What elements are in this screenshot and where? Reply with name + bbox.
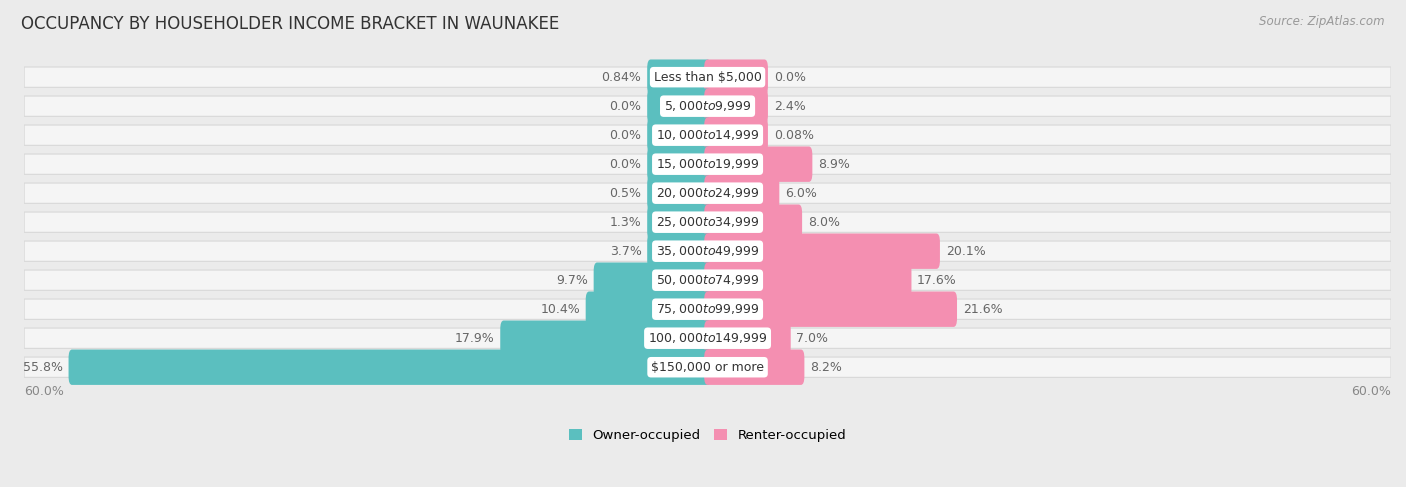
FancyBboxPatch shape xyxy=(647,205,711,240)
Text: 8.2%: 8.2% xyxy=(810,361,842,374)
Text: 55.8%: 55.8% xyxy=(22,361,63,374)
Text: $35,000 to $49,999: $35,000 to $49,999 xyxy=(655,244,759,258)
FancyBboxPatch shape xyxy=(704,262,911,298)
Text: 2.4%: 2.4% xyxy=(773,100,806,112)
FancyBboxPatch shape xyxy=(24,241,1391,262)
Text: 60.0%: 60.0% xyxy=(24,385,65,398)
Text: $75,000 to $99,999: $75,000 to $99,999 xyxy=(655,302,759,316)
FancyBboxPatch shape xyxy=(704,320,790,356)
Text: 9.7%: 9.7% xyxy=(557,274,588,287)
Text: $100,000 to $149,999: $100,000 to $149,999 xyxy=(648,331,768,345)
FancyBboxPatch shape xyxy=(24,328,1391,348)
Text: $150,000 or more: $150,000 or more xyxy=(651,361,763,374)
FancyBboxPatch shape xyxy=(24,154,1391,174)
Text: 20.1%: 20.1% xyxy=(946,244,986,258)
FancyBboxPatch shape xyxy=(704,175,779,211)
Text: 10.4%: 10.4% xyxy=(540,303,581,316)
FancyBboxPatch shape xyxy=(24,125,1391,145)
Text: 0.5%: 0.5% xyxy=(609,187,641,200)
FancyBboxPatch shape xyxy=(647,59,711,95)
Text: 3.7%: 3.7% xyxy=(610,244,641,258)
FancyBboxPatch shape xyxy=(704,205,801,240)
Text: 21.6%: 21.6% xyxy=(963,303,1002,316)
Text: 1.3%: 1.3% xyxy=(610,216,641,229)
Text: 8.0%: 8.0% xyxy=(808,216,839,229)
Text: $20,000 to $24,999: $20,000 to $24,999 xyxy=(655,186,759,200)
Text: $25,000 to $34,999: $25,000 to $34,999 xyxy=(655,215,759,229)
Text: 17.9%: 17.9% xyxy=(454,332,495,345)
Text: 7.0%: 7.0% xyxy=(796,332,828,345)
Text: $15,000 to $19,999: $15,000 to $19,999 xyxy=(655,157,759,171)
Text: 0.0%: 0.0% xyxy=(773,71,806,84)
FancyBboxPatch shape xyxy=(24,357,1391,377)
FancyBboxPatch shape xyxy=(24,212,1391,232)
Text: 60.0%: 60.0% xyxy=(1351,385,1391,398)
FancyBboxPatch shape xyxy=(24,299,1391,319)
FancyBboxPatch shape xyxy=(24,183,1391,204)
FancyBboxPatch shape xyxy=(586,292,711,327)
Text: Source: ZipAtlas.com: Source: ZipAtlas.com xyxy=(1260,15,1385,28)
Text: 6.0%: 6.0% xyxy=(785,187,817,200)
Text: $5,000 to $9,999: $5,000 to $9,999 xyxy=(664,99,751,113)
FancyBboxPatch shape xyxy=(704,233,941,269)
Text: 0.84%: 0.84% xyxy=(602,71,641,84)
Text: 17.6%: 17.6% xyxy=(917,274,957,287)
FancyBboxPatch shape xyxy=(704,350,804,385)
FancyBboxPatch shape xyxy=(647,89,711,124)
FancyBboxPatch shape xyxy=(704,89,768,124)
FancyBboxPatch shape xyxy=(647,147,711,182)
FancyBboxPatch shape xyxy=(647,117,711,153)
FancyBboxPatch shape xyxy=(24,96,1391,116)
FancyBboxPatch shape xyxy=(647,175,711,211)
FancyBboxPatch shape xyxy=(647,233,711,269)
FancyBboxPatch shape xyxy=(704,292,957,327)
Text: $10,000 to $14,999: $10,000 to $14,999 xyxy=(655,128,759,142)
FancyBboxPatch shape xyxy=(704,147,813,182)
FancyBboxPatch shape xyxy=(704,117,768,153)
FancyBboxPatch shape xyxy=(24,270,1391,290)
FancyBboxPatch shape xyxy=(69,350,711,385)
Text: 0.0%: 0.0% xyxy=(609,129,641,142)
FancyBboxPatch shape xyxy=(593,262,711,298)
Text: 0.0%: 0.0% xyxy=(609,158,641,170)
Text: $50,000 to $74,999: $50,000 to $74,999 xyxy=(655,273,759,287)
FancyBboxPatch shape xyxy=(704,59,768,95)
Text: OCCUPANCY BY HOUSEHOLDER INCOME BRACKET IN WAUNAKEE: OCCUPANCY BY HOUSEHOLDER INCOME BRACKET … xyxy=(21,15,560,33)
Text: 8.9%: 8.9% xyxy=(818,158,851,170)
Text: 0.08%: 0.08% xyxy=(773,129,814,142)
FancyBboxPatch shape xyxy=(501,320,711,356)
Legend: Owner-occupied, Renter-occupied: Owner-occupied, Renter-occupied xyxy=(564,424,852,448)
Text: Less than $5,000: Less than $5,000 xyxy=(654,71,762,84)
Text: 0.0%: 0.0% xyxy=(609,100,641,112)
FancyBboxPatch shape xyxy=(24,67,1391,87)
